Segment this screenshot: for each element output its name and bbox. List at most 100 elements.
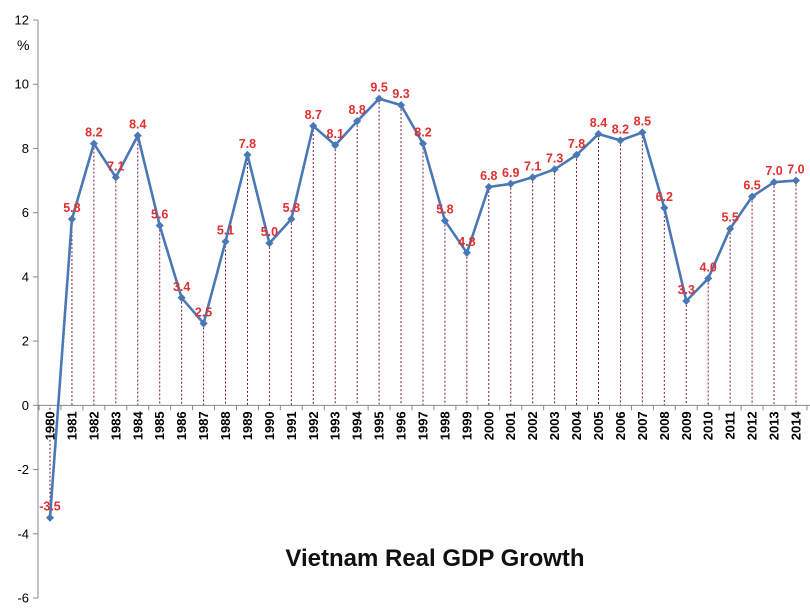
data-label: 3.3 — [678, 283, 695, 297]
x-tick-label: 1995 — [372, 411, 387, 440]
data-point-marker — [594, 129, 603, 139]
data-point-marker — [353, 116, 362, 126]
data-label: 8.5 — [634, 114, 651, 128]
data-point-marker — [572, 150, 581, 160]
x-tick-label: 2002 — [525, 411, 540, 440]
x-tick-label: 1988 — [218, 411, 233, 440]
x-tick-label: 1980 — [43, 411, 58, 440]
data-label: 8.1 — [327, 127, 344, 141]
data-label: 5.8 — [436, 203, 453, 217]
data-label: 7.0 — [765, 164, 782, 178]
data-label: 7.1 — [107, 159, 124, 173]
x-tick-label: 1999 — [459, 411, 474, 440]
x-tick-label: 1997 — [415, 411, 430, 440]
data-label: 3.4 — [173, 280, 190, 294]
data-label: 8.4 — [129, 118, 146, 132]
data-point-marker — [440, 216, 450, 225]
data-point-marker — [111, 173, 120, 182]
x-tick-label: 2011 — [723, 411, 738, 439]
x-tick-label: 1982 — [86, 411, 101, 440]
data-point-marker — [396, 100, 406, 110]
data-label: 7.0 — [787, 163, 804, 177]
data-label: 7.8 — [239, 137, 256, 151]
data-label: 4.0 — [700, 260, 717, 274]
data-label: 8.7 — [305, 108, 322, 122]
data-point-marker — [374, 94, 384, 103]
data-label: 9.5 — [370, 81, 387, 95]
data-point-marker — [309, 121, 318, 131]
data-label: 5.6 — [151, 208, 168, 222]
x-tick-label: 2010 — [701, 411, 716, 440]
chart-title: Vietnam Real GDP Growth — [285, 545, 584, 572]
data-label: 8.2 — [414, 126, 431, 140]
x-tick-label: 1993 — [328, 411, 343, 440]
x-tick-label: 2005 — [591, 411, 606, 440]
data-point-marker — [45, 513, 55, 522]
data-point-marker — [462, 248, 472, 257]
data-points — [45, 94, 801, 522]
data-label: 9.3 — [392, 87, 409, 101]
data-point-marker — [287, 214, 296, 224]
y-tick-label: 6 — [22, 205, 29, 220]
data-label: 5.5 — [721, 211, 738, 225]
x-tick-label: 1983 — [108, 411, 123, 440]
data-label: 2.5 — [195, 305, 212, 319]
x-tick-label: 2009 — [679, 411, 694, 440]
x-tick-label: 1991 — [284, 411, 299, 440]
data-point-marker — [747, 192, 757, 201]
x-tick-label: 1985 — [152, 411, 167, 440]
data-point-marker — [550, 165, 559, 174]
data-point-marker — [791, 176, 801, 185]
y-tick-label: 8 — [22, 141, 29, 156]
data-label: 6.5 — [743, 179, 760, 193]
data-point-marker — [725, 224, 735, 233]
x-axis: 1980 1981 1982 1983 1984 1985 1986 1987 1988 1989… — [38, 404, 810, 441]
data-label: 8.8 — [348, 103, 365, 117]
y-tick-label: 12 — [15, 13, 29, 28]
data-point-marker — [638, 128, 647, 137]
data-point-marker — [177, 293, 186, 302]
data-point-marker — [704, 274, 713, 283]
data-label: 8.4 — [590, 116, 607, 130]
data-label: 6.9 — [502, 166, 519, 180]
y-tick-label: -6 — [17, 591, 29, 606]
x-tick-label: 2004 — [569, 411, 584, 441]
data-point-marker — [133, 131, 142, 140]
y-tick-label: 10 — [15, 77, 29, 92]
data-label: 8.2 — [85, 126, 102, 140]
data-label: 8.2 — [612, 122, 629, 136]
data-label: 5.8 — [63, 201, 80, 215]
x-tick-label: 1984 — [130, 411, 145, 441]
data-label: 5.8 — [283, 201, 300, 215]
data-point-marker — [616, 136, 625, 145]
data-label: 7.1 — [524, 159, 541, 173]
data-point-marker — [769, 178, 779, 187]
x-tick-label: 2013 — [767, 411, 782, 440]
x-tick-label: 1992 — [306, 411, 321, 440]
x-tick-label: 1981 — [64, 411, 79, 440]
y-tick-label: -4 — [17, 526, 29, 541]
data-point-marker — [528, 173, 537, 182]
y-tick-label: 4 — [22, 269, 29, 284]
data-point-marker — [199, 319, 208, 328]
x-tick-label: 1990 — [262, 411, 277, 440]
data-label: -3.5 — [39, 500, 61, 514]
x-tick-label: 2008 — [657, 411, 672, 440]
data-label: 4.8 — [458, 235, 475, 249]
data-point-marker — [484, 182, 493, 192]
x-tick-label: 2000 — [481, 411, 496, 440]
data-point-marker — [660, 203, 669, 213]
x-tick-label: 2014 — [788, 411, 803, 441]
data-label: 5.1 — [217, 224, 234, 238]
y-axis-unit: % — [17, 37, 29, 53]
data-label: 5.0 — [261, 225, 278, 239]
x-tick-label: 2001 — [503, 411, 518, 440]
data-point-marker — [506, 179, 515, 188]
data-point-marker — [682, 296, 691, 306]
data-labels: -3.5 5.8 8.2 7.1 8.4 5.6 3.4 2.5 5.1 7.8 5.0 5.8 8.7… — [39, 81, 804, 514]
y-tick-label: 0 — [22, 398, 29, 413]
y-tick-label: 2 — [22, 334, 29, 349]
data-point-marker — [89, 139, 99, 148]
x-tick-label: 1987 — [196, 411, 211, 440]
